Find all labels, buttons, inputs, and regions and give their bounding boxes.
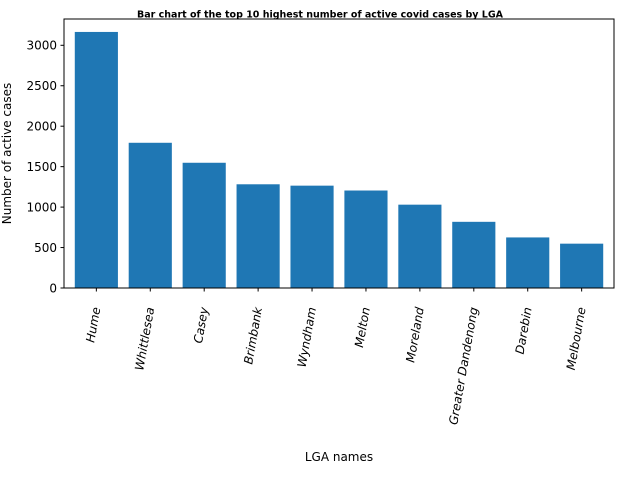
bars-group — [74, 31, 604, 288]
bar-4 — [290, 185, 334, 288]
x-tick-label-1: Whittlesea — [132, 306, 157, 371]
x-tick-label-2: Casey — [191, 305, 211, 344]
plot-frame — [63, 18, 615, 289]
bar-9 — [560, 243, 604, 288]
bar-6 — [398, 204, 442, 288]
bar-7 — [452, 221, 496, 288]
x-tick-label-4: Wyndham — [295, 306, 319, 368]
y-tick-label-2: 1000 — [26, 200, 57, 214]
x-tick-label-3: Brimbank — [241, 305, 265, 365]
bar-0 — [74, 31, 118, 288]
x-tick-label-6: Moreland — [403, 306, 427, 364]
x-tick-label-8: Darebin — [513, 306, 535, 355]
bar-3 — [236, 184, 280, 288]
x-tick-label-5: Melton — [352, 306, 373, 349]
y-axis-label: Number of active cases — [0, 83, 14, 225]
x-tick-label-9: Melbourne — [564, 306, 589, 371]
y-tick-label-3: 1500 — [26, 160, 57, 174]
y-axis: 0 500 1000 1500 2000 2500 3000 — [26, 39, 64, 295]
chart-title: Bar chart of the top 10 highest number o… — [137, 10, 504, 21]
bar-2 — [182, 162, 226, 288]
y-tick-label-5: 2500 — [26, 79, 57, 93]
y-tick-label-0: 0 — [49, 281, 57, 295]
bar-8 — [506, 237, 550, 288]
x-tick-label-0: Hume — [83, 306, 103, 344]
x-axis-label: LGA names — [305, 450, 373, 464]
bar-1 — [128, 142, 172, 288]
bar-5 — [344, 190, 388, 288]
x-axis: Hume Whittlesea Casey Brimbank Wyndham Melton… — [83, 288, 589, 426]
y-tick-label-1: 500 — [34, 241, 57, 255]
x-tick-label-7: Greater Dandenong — [446, 306, 481, 426]
y-tick-label-6: 3000 — [26, 39, 57, 53]
y-tick-label-4: 2000 — [26, 119, 57, 133]
